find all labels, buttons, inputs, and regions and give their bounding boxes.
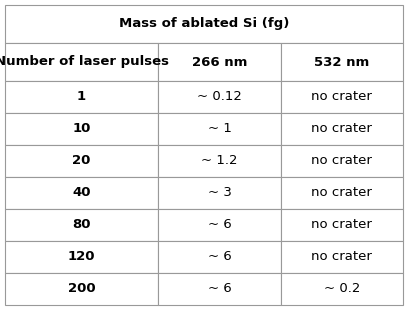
Text: Mass of ablated Si (fg): Mass of ablated Si (fg) xyxy=(119,18,289,30)
Text: 40: 40 xyxy=(72,187,91,199)
Text: ~ 6: ~ 6 xyxy=(208,250,231,264)
Text: no crater: no crater xyxy=(311,154,373,168)
Text: 120: 120 xyxy=(68,250,95,264)
Bar xyxy=(281,81,403,113)
Bar xyxy=(158,145,281,177)
Bar xyxy=(158,81,281,113)
Text: no crater: no crater xyxy=(311,250,373,264)
Text: ~ 6: ~ 6 xyxy=(208,282,231,296)
Text: 532 nm: 532 nm xyxy=(314,56,370,68)
Text: no crater: no crater xyxy=(311,91,373,103)
Bar xyxy=(5,5,403,43)
Bar xyxy=(158,177,281,209)
Text: ~ 1.2: ~ 1.2 xyxy=(201,154,238,168)
Bar xyxy=(158,43,281,81)
Bar xyxy=(158,113,281,145)
Bar xyxy=(5,113,158,145)
Text: ~ 6: ~ 6 xyxy=(208,219,231,231)
Text: no crater: no crater xyxy=(311,219,373,231)
Bar xyxy=(5,43,158,81)
Text: 1: 1 xyxy=(77,91,86,103)
Bar xyxy=(5,273,158,305)
Bar xyxy=(5,81,158,113)
Text: 266 nm: 266 nm xyxy=(192,56,247,68)
Bar xyxy=(5,145,158,177)
Text: ~ 0.2: ~ 0.2 xyxy=(324,282,360,296)
Bar xyxy=(5,177,158,209)
Text: 200: 200 xyxy=(68,282,95,296)
Text: ~ 1: ~ 1 xyxy=(208,123,231,135)
Bar xyxy=(281,273,403,305)
Text: ~ 0.12: ~ 0.12 xyxy=(197,91,242,103)
Bar xyxy=(281,177,403,209)
Text: Number of laser pulses: Number of laser pulses xyxy=(0,56,169,68)
Bar xyxy=(5,241,158,273)
Bar xyxy=(158,273,281,305)
Text: no crater: no crater xyxy=(311,187,373,199)
Bar xyxy=(158,241,281,273)
Bar xyxy=(5,209,158,241)
Bar xyxy=(281,209,403,241)
Bar xyxy=(281,43,403,81)
Bar xyxy=(158,209,281,241)
Bar xyxy=(281,241,403,273)
Text: 80: 80 xyxy=(72,219,91,231)
Text: 20: 20 xyxy=(73,154,91,168)
Text: ~ 3: ~ 3 xyxy=(208,187,231,199)
Bar xyxy=(281,145,403,177)
Text: no crater: no crater xyxy=(311,123,373,135)
Text: 10: 10 xyxy=(73,123,91,135)
Bar xyxy=(281,113,403,145)
